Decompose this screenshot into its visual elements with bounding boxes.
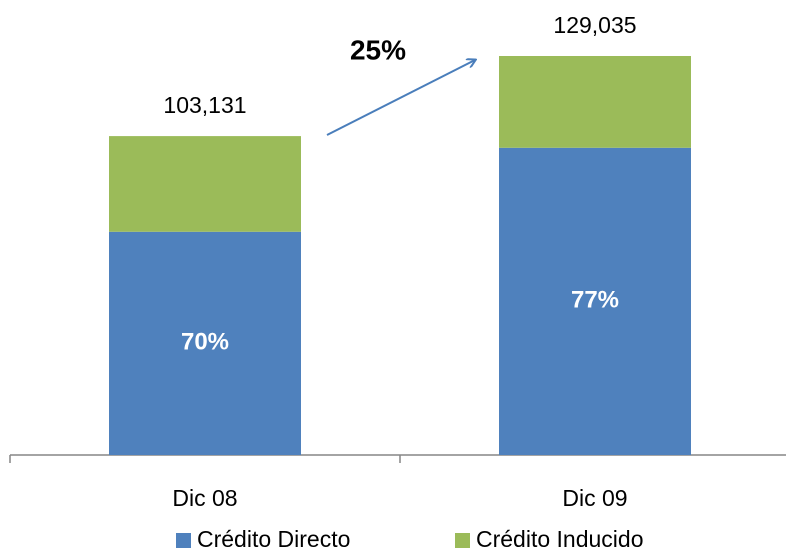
x-tick-label: Dic 08 xyxy=(172,485,237,511)
legend-swatch xyxy=(176,533,191,548)
bar-segment xyxy=(499,56,691,148)
total-label: 129,035 xyxy=(553,12,636,38)
growth-arrow xyxy=(326,60,475,136)
bar-segment xyxy=(109,231,301,455)
growth-annotation: 25% xyxy=(350,34,406,65)
bar-segment xyxy=(499,147,691,455)
bar-segment xyxy=(109,136,301,232)
legend-swatch xyxy=(455,533,470,548)
data-label: 70% xyxy=(181,329,229,356)
data-label: 77% xyxy=(571,287,619,314)
legend-label: Crédito Directo xyxy=(197,526,350,552)
legend-label: Crédito Inducido xyxy=(476,526,644,552)
total-label: 103,131 xyxy=(163,92,246,118)
x-tick-label: Dic 09 xyxy=(562,485,627,511)
